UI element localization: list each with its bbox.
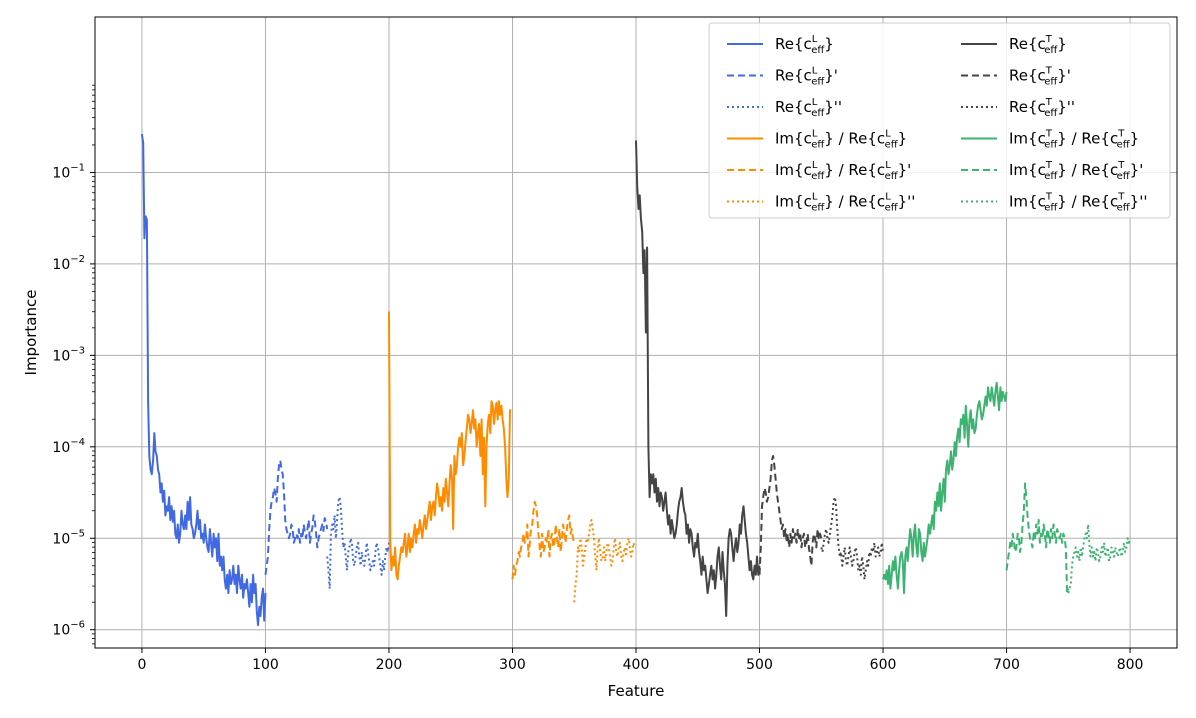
series-line-4 xyxy=(388,311,512,581)
y-tick-label: 10−5 xyxy=(52,528,85,547)
x-tick-label: 500 xyxy=(746,657,773,673)
series-line-11 xyxy=(1005,482,1070,595)
y-tick-label: 10−3 xyxy=(52,345,85,364)
series-line-2 xyxy=(264,459,329,575)
x-tick-label: 0 xyxy=(137,657,146,673)
series-layer xyxy=(140,133,1132,627)
legend-label: Re{cT eff} xyxy=(1009,34,1067,56)
legend-box xyxy=(708,22,1171,219)
x-tick-label: 700 xyxy=(993,657,1020,673)
legend-label: Im{cT eff} / Re{cT eff}' xyxy=(1009,160,1143,182)
x-tick-label: 300 xyxy=(499,657,526,673)
series-line-6 xyxy=(573,519,636,603)
axis-ticks: 0 100 200 300 400 500 600 700 800 10−6 10−5 10−4 10−… xyxy=(52,84,1144,673)
legend-label: Re{cT eff}' xyxy=(1009,66,1071,88)
legend: Re{cL eff} Re{cT eff} Re{cL eff}' Re{cT eff}' Re… xyxy=(708,22,1171,219)
series-line-1 xyxy=(140,133,267,627)
y-axis-label: Importance xyxy=(22,290,40,376)
legend-label: Im{cT eff} / Re{cT eff} xyxy=(1009,129,1139,151)
legend-label: Im{cL eff} / Re{cL eff}' xyxy=(775,160,911,182)
y-tick-label: 10−1 xyxy=(52,162,85,181)
legend-label: Im{cL eff} / Re{cL eff}'' xyxy=(775,192,915,214)
x-tick-label: 600 xyxy=(870,657,897,673)
legend-label: Re{cL eff}'' xyxy=(775,97,842,119)
series-line-9 xyxy=(820,496,884,581)
x-tick-label: 200 xyxy=(376,657,403,673)
x-tick-label: 400 xyxy=(623,657,650,673)
series-line-8 xyxy=(758,455,823,575)
legend-label: Re{cL eff} xyxy=(775,34,834,56)
y-tick-label: 10−6 xyxy=(52,620,85,639)
x-tick-label: 100 xyxy=(252,657,279,673)
y-tick-label: 10−4 xyxy=(52,437,85,456)
series-line-3 xyxy=(326,496,390,590)
series-line-7 xyxy=(635,140,761,617)
x-tick-label: 800 xyxy=(1117,657,1144,673)
legend-label: Im{cT eff} / Re{cT eff}'' xyxy=(1009,192,1147,214)
y-tick-label: 10−2 xyxy=(52,254,85,273)
series-line-12 xyxy=(1067,523,1132,594)
legend-label: Im{cL eff} / Re{cL eff} xyxy=(775,129,907,151)
x-axis-label: Feature xyxy=(608,682,665,700)
series-line-10 xyxy=(882,381,1008,595)
legend-label: Re{cT eff}'' xyxy=(1009,97,1075,119)
legend-label: Re{cL eff}' xyxy=(775,66,838,88)
series-line-5 xyxy=(511,500,576,580)
